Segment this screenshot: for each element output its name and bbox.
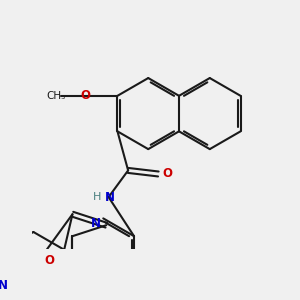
Text: N: N <box>91 217 101 230</box>
Text: O: O <box>162 167 172 181</box>
Text: N: N <box>0 279 8 292</box>
Text: H: H <box>92 192 101 202</box>
Text: CH₃: CH₃ <box>47 91 66 101</box>
Text: O: O <box>80 89 91 102</box>
Text: N: N <box>105 190 116 204</box>
Text: O: O <box>44 254 54 267</box>
